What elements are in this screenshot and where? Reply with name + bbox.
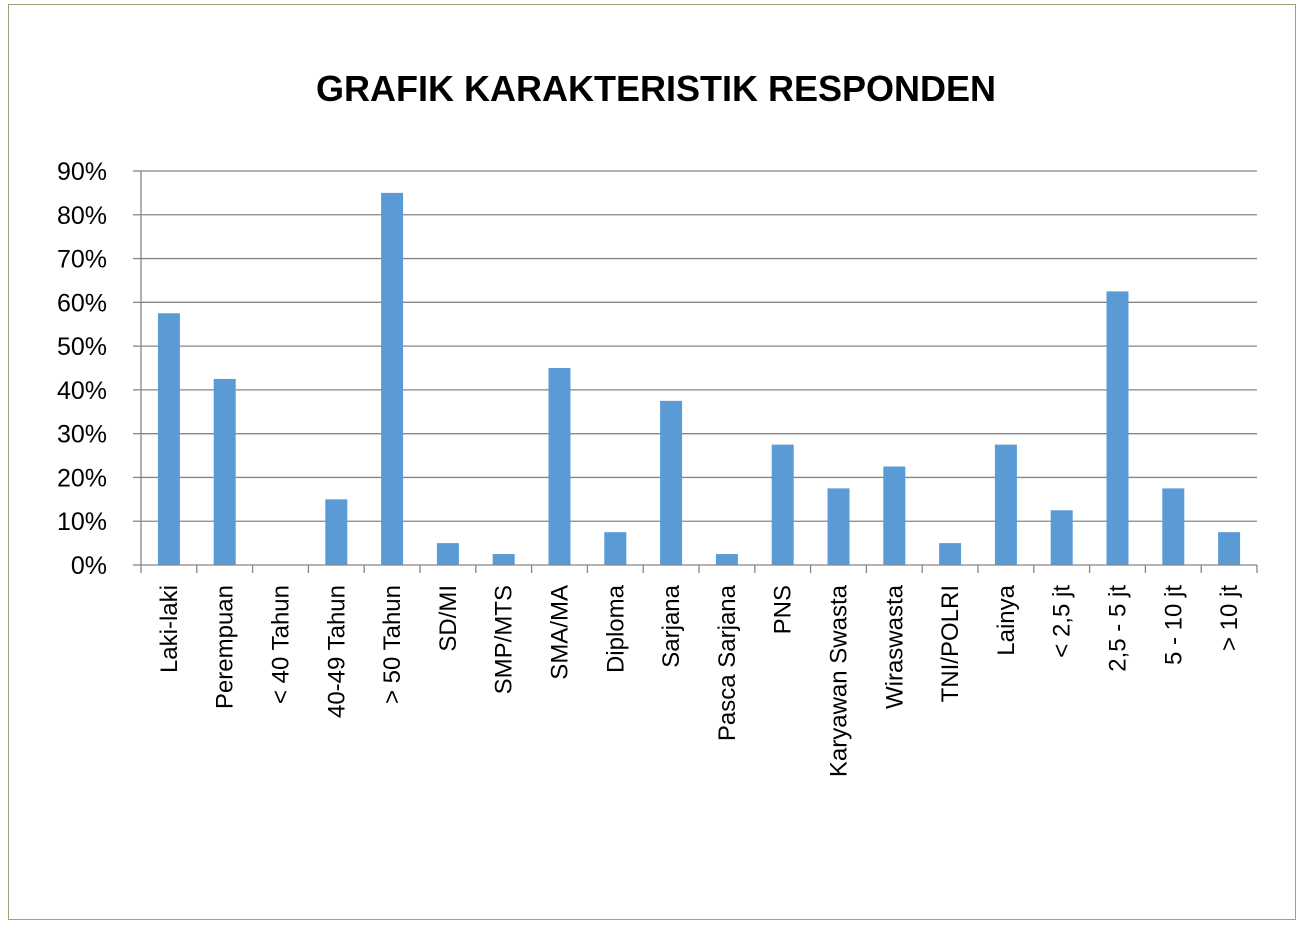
y-tick-label: 70%	[57, 246, 107, 274]
bar	[604, 532, 627, 565]
x-tick-label: < 40 Tahun	[268, 585, 295, 704]
bar	[1162, 488, 1185, 565]
bar	[436, 543, 459, 565]
y-tick-label: 80%	[57, 202, 107, 230]
bars	[157, 192, 1241, 565]
x-axis	[140, 171, 1258, 573]
x-tick-label: SMA/MA	[547, 585, 574, 680]
x-tick-label: > 10 jt	[1216, 585, 1243, 651]
x-tick-label: 2,5 - 5 jt	[1105, 585, 1132, 672]
x-tick-label: Perempuan	[212, 585, 239, 709]
bar	[1106, 291, 1129, 565]
gridlines	[141, 170, 1257, 522]
x-tick-label: Sarjana	[658, 584, 685, 667]
bar	[1050, 510, 1073, 565]
y-tick-label: 0%	[71, 552, 107, 580]
bar	[771, 444, 794, 565]
x-tick-label: Diploma	[602, 584, 629, 673]
y-tick-label: 20%	[57, 464, 107, 492]
x-tick-label: Pasca Sarjana	[714, 584, 741, 741]
x-tick-label: > 50 Tahun	[379, 585, 406, 704]
bar	[994, 444, 1017, 565]
x-tick-label: Karyawan Swasta	[826, 584, 853, 777]
x-tick-label: 40-49 Tahun	[323, 585, 350, 718]
bar	[381, 192, 404, 565]
bar	[1218, 532, 1241, 565]
x-axis-ticks: Laki-laki Perempuan < 40 Tahun 40-49 Tahun >…	[156, 584, 1243, 777]
bar	[827, 488, 850, 565]
y-axis-ticks: 0% 10% 20% 30% 40% 50% 60% 70% 80% 90%	[57, 158, 141, 580]
y-tick-label: 60%	[57, 289, 107, 317]
bar	[492, 554, 515, 565]
bar	[715, 554, 738, 565]
bar	[548, 368, 571, 565]
x-tick-label: 5 - 10 jt	[1160, 585, 1187, 665]
x-tick-label: Lainya	[993, 584, 1020, 655]
y-tick-label: 90%	[57, 158, 107, 186]
x-tick-label: Wiraswasta	[881, 584, 908, 709]
y-tick-label: 10%	[57, 508, 107, 536]
y-tick-label: 40%	[57, 377, 107, 405]
bar	[660, 400, 683, 565]
x-tick-label: Laki-laki	[156, 585, 183, 673]
bar	[883, 466, 906, 565]
chart-title: GRAFIK KARAKTERISTIK RESPONDEN	[316, 68, 996, 109]
bar	[325, 499, 348, 565]
x-tick-label: SMP/MTS	[491, 585, 518, 694]
bar	[157, 313, 180, 565]
x-tick-label: SD/MI	[435, 585, 462, 652]
y-tick-label: 30%	[57, 421, 107, 449]
x-tick-label: PNS	[770, 585, 797, 634]
bar	[213, 378, 236, 565]
x-tick-label: < 2,5 jt	[1049, 585, 1076, 658]
bar	[939, 543, 962, 565]
y-tick-label: 50%	[57, 333, 107, 361]
x-tick-label: TNI/POLRI	[937, 585, 964, 702]
